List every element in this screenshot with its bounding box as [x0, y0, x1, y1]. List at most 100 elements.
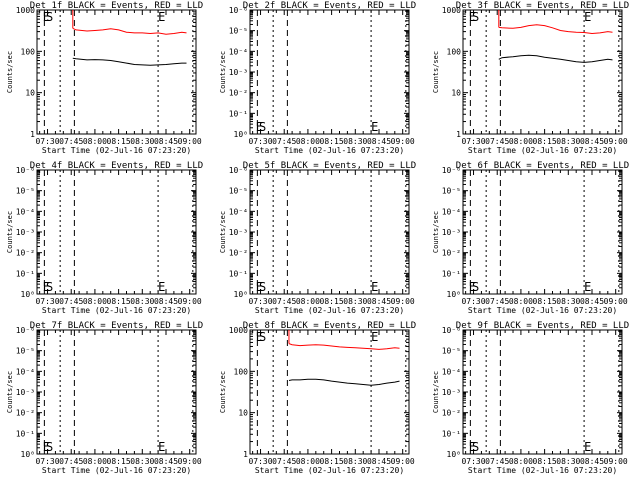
- panel-det-7f: Det 7f BLACK = Events, RED = LLD 10⁰ 10⁻¹ 1…: [6, 321, 203, 475]
- plot-frame: [36, 9, 197, 135]
- panel-det-1f: Det 1f BLACK = Events, RED = LLD 1 10 100 10…: [6, 1, 203, 155]
- series-events-line: [498, 54, 613, 63]
- panel-det-9f: Det 9f BLACK = Events, RED = LLD 10⁰ 10⁻¹ 1…: [432, 321, 629, 475]
- marker-label-s: S: [472, 10, 479, 24]
- x-axis-label: Start Time (02-Jul-16 07:23:20): [468, 306, 617, 315]
- y-tick-label: 1000: [442, 6, 461, 15]
- panel-det-5f: Det 5f BLACK = Events, RED = LLD 10⁰ 10⁻¹ 1…: [219, 161, 416, 315]
- x-tick-label: 08:45: [580, 297, 604, 306]
- x-tick-label: 08:00: [83, 137, 107, 146]
- y-tick-label: 10⁻⁴: [16, 207, 35, 216]
- x-tick-label: 07:45: [485, 137, 509, 146]
- x-tick-label: 08:30: [343, 457, 367, 466]
- series-events-line: [288, 378, 400, 386]
- y-tick-label: 10⁻¹: [442, 429, 461, 438]
- y-tick-label: 10⁻⁵: [442, 187, 461, 196]
- x-tick-label: 07:30: [461, 297, 485, 306]
- y-tick-label: 10⁻⁶: [442, 166, 461, 175]
- y-tick-label: 10⁻⁴: [229, 207, 248, 216]
- x-tick-label: 08:30: [130, 137, 154, 146]
- panel-title: Det 8f BLACK = Events, RED = LLD: [243, 321, 416, 331]
- y-axis-label: Counts/sec: [432, 371, 440, 413]
- y-axis-label: Counts/sec: [6, 371, 14, 413]
- y-tick-label: 10⁰: [21, 450, 35, 459]
- plot-frame: [249, 9, 410, 135]
- plot-frame: [462, 9, 623, 135]
- x-axis-label: Start Time (02-Jul-16 07:23:20): [42, 466, 191, 475]
- x-tick-label: 07:30: [248, 297, 272, 306]
- marker-label-e: E: [256, 330, 263, 344]
- panel-det-3f: Det 3f BLACK = Events, RED = LLD 1 10 100 10…: [432, 1, 629, 155]
- panel-title: Det 4f BLACK = Events, RED = LLD: [30, 161, 203, 171]
- x-tick-label: 09:00: [604, 297, 628, 306]
- panel-det-8f: Det 8f BLACK = Events, RED = LLD 1 10 100 10…: [219, 321, 416, 475]
- y-tick-label: 10⁻²: [442, 409, 461, 418]
- y-tick-label: 10⁻¹: [16, 269, 35, 278]
- y-axis-label: Counts/sec: [219, 51, 227, 93]
- x-tick-label: 09:00: [178, 457, 202, 466]
- x-tick-label: 07:30: [461, 137, 485, 146]
- marker-label-e: E: [371, 330, 378, 344]
- panel-title: Det 3f BLACK = Events, RED = LLD: [456, 1, 629, 11]
- x-tick-label: 07:45: [59, 297, 83, 306]
- marker-label-e: E: [469, 440, 476, 454]
- plot-frame: [249, 329, 410, 455]
- y-tick-label: 10⁻⁶: [229, 6, 248, 15]
- series-lld-line: [288, 343, 400, 350]
- y-tick-label: 10⁻¹: [229, 109, 248, 118]
- x-tick-label: 09:00: [604, 457, 628, 466]
- y-tick-label: 10⁰: [234, 290, 248, 299]
- y-tick-label: 10⁰: [447, 290, 461, 299]
- x-tick-label: 08:00: [296, 297, 320, 306]
- panel-det-2f: Det 2f BLACK = Events, RED = LLD 10⁰ 10⁻¹ 1…: [219, 1, 416, 155]
- y-tick-label: 1: [243, 450, 248, 459]
- y-tick-label: 1000: [16, 6, 35, 15]
- y-tick-label: 10: [238, 409, 248, 418]
- x-tick-label: 07:30: [248, 137, 272, 146]
- x-axis-label: Start Time (02-Jul-16 07:23:20): [468, 466, 617, 475]
- marker-label-e: E: [256, 120, 263, 134]
- series-lld-line: [498, 24, 613, 35]
- marker-label-e: E: [256, 280, 263, 294]
- plot-frame: [36, 169, 197, 295]
- y-axis-label: Counts/sec: [432, 51, 440, 93]
- y-tick-label: 10⁻⁵: [442, 347, 461, 356]
- panel-title: Det 6f BLACK = Events, RED = LLD: [456, 161, 629, 171]
- x-tick-label: 07:30: [461, 457, 485, 466]
- panel-title: Det 2f BLACK = Events, RED = LLD: [243, 1, 416, 11]
- x-tick-label: 08:45: [154, 457, 178, 466]
- marker-label-s: S: [259, 120, 266, 134]
- x-tick-label: 07:30: [35, 137, 59, 146]
- y-axis-label: Counts/sec: [6, 51, 14, 93]
- x-tick-label: 08:15: [320, 297, 344, 306]
- x-tick-label: 08:45: [367, 457, 391, 466]
- marker-label-e: E: [43, 440, 50, 454]
- marker-label-s: S: [472, 280, 479, 294]
- y-tick-label: 10⁻³: [229, 228, 248, 237]
- x-tick-label: 08:30: [556, 457, 580, 466]
- y-tick-label: 10⁻³: [442, 388, 461, 397]
- x-tick-label: 09:00: [391, 137, 415, 146]
- x-tick-label: 08:15: [107, 297, 131, 306]
- x-tick-label: 07:45: [272, 457, 296, 466]
- x-tick-label: 07:45: [59, 457, 83, 466]
- y-tick-label: 10⁻⁶: [16, 326, 35, 335]
- panel-title: Det 5f BLACK = Events, RED = LLD: [243, 161, 416, 171]
- y-tick-label: 10⁻²: [16, 409, 35, 418]
- plot-frame: [249, 169, 410, 295]
- y-tick-label: 10⁻⁴: [16, 367, 35, 376]
- y-tick-label: 10⁻⁴: [229, 47, 248, 56]
- y-tick-label: 1: [456, 130, 461, 139]
- y-tick-label: 10⁻¹: [442, 269, 461, 278]
- x-tick-label: 08:15: [107, 137, 131, 146]
- marker-label-e: E: [43, 280, 50, 294]
- x-axis-label: Start Time (02-Jul-16 07:23:20): [468, 146, 617, 155]
- marker-label-s: S: [46, 280, 53, 294]
- y-axis-label: Counts/sec: [432, 211, 440, 253]
- y-tick-label: 100: [447, 47, 462, 56]
- y-tick-label: 10: [451, 89, 461, 98]
- y-tick-label: 10⁻⁶: [229, 166, 248, 175]
- marker-label-e: E: [469, 280, 476, 294]
- x-tick-label: 08:45: [580, 457, 604, 466]
- x-tick-label: 08:45: [154, 137, 178, 146]
